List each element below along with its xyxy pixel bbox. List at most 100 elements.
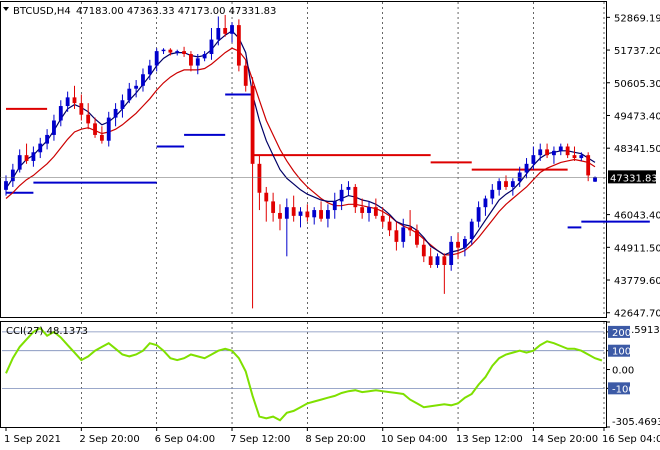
candle-body	[545, 149, 549, 156]
symbol-label: BTCUSD,H4	[13, 6, 71, 17]
current-price-tag-background	[608, 170, 656, 184]
candle-body	[538, 149, 543, 156]
candle-body	[161, 49, 166, 52]
chart-header: BTCUSD,H4 47183.00 47363.33 47173.00 473…	[3, 6, 276, 17]
candle-body	[38, 143, 43, 153]
time-axis-label: 7 Sep 12:00	[230, 434, 290, 445]
current-price-tag: 47331.83	[608, 170, 658, 184]
candle-body	[147, 65, 152, 75]
candle-body	[278, 212, 282, 219]
candle-body	[65, 97, 70, 107]
candle-body	[346, 186, 351, 190]
candle-body	[24, 155, 29, 161]
support-lines	[6, 93, 650, 229]
candle-body	[373, 207, 378, 216]
candle-body	[449, 241, 454, 265]
candle-body	[264, 192, 269, 202]
candle-body	[469, 221, 474, 239]
fast-moving-average-line	[5, 30, 596, 256]
candle-body	[353, 186, 358, 208]
candle-body	[86, 114, 91, 124]
price-axis-label: 46043.40	[614, 211, 660, 222]
cci-axis-label: 0.00	[612, 366, 634, 377]
candle-body	[271, 201, 276, 213]
candle-body	[483, 198, 488, 208]
candle-body	[298, 211, 303, 216]
cci-level-lines	[2, 331, 604, 389]
candle-body	[93, 123, 97, 135]
candle-body	[415, 230, 419, 245]
candle-body	[421, 244, 426, 257]
candle-body	[360, 207, 365, 213]
candle-body	[572, 155, 577, 159]
cci-axis-label: -305.4693	[612, 417, 660, 428]
candlestick-series	[4, 15, 597, 309]
candle-body	[558, 146, 563, 151]
candle-body	[387, 221, 392, 231]
time-axis-label: 6 Sep 04:00	[155, 434, 215, 445]
candle-body	[141, 74, 145, 86]
collapse-triangle-icon[interactable]	[3, 7, 9, 11]
candle-body	[209, 39, 214, 55]
candle-body	[312, 210, 317, 218]
candle-body	[243, 65, 248, 86]
candle-body	[4, 181, 8, 190]
candle-body	[202, 54, 207, 59]
candle-body	[99, 134, 104, 141]
candle-body	[305, 211, 310, 218]
cci-axis-label: 100	[612, 347, 631, 358]
time-axis-label: 2 Sep 20:00	[79, 434, 139, 445]
candle-body	[332, 201, 337, 211]
candle-body	[531, 155, 536, 164]
candle-body	[401, 227, 406, 242]
time-axis-label: 8 Sep 20:00	[305, 434, 365, 445]
cci-title: CCI(27) 48.1373	[6, 326, 88, 337]
candle-body	[497, 181, 502, 190]
candle-body	[106, 117, 111, 141]
candle-body	[113, 108, 118, 118]
price-axis-label: 52869.19	[614, 13, 660, 24]
candle-body	[380, 215, 385, 222]
candle-body	[442, 256, 447, 265]
candle-body	[456, 241, 460, 248]
cci-line	[5, 326, 603, 422]
candle-body	[189, 54, 193, 66]
candle-body	[565, 146, 570, 156]
current-price-tag-label: 47331.83	[610, 173, 658, 184]
candle-body	[257, 163, 262, 193]
candle-body	[524, 163, 529, 173]
candle-body	[31, 152, 36, 161]
time-axis-label: 16 Sep 04:00	[602, 434, 660, 445]
candle-body	[284, 207, 289, 219]
candle-body	[319, 210, 323, 219]
cci-level-tag-background	[608, 344, 630, 357]
candle-body	[428, 256, 433, 265]
price-panel-frame	[0, 1, 607, 318]
candle-body	[182, 51, 186, 55]
cci-level-tag-background	[608, 325, 630, 338]
candle-body	[579, 155, 584, 159]
candle-body	[394, 230, 399, 242]
candle-body	[72, 97, 77, 104]
candle-body	[10, 169, 15, 182]
candle-body	[510, 181, 515, 187]
candle-body	[250, 85, 255, 164]
cci-panel-frame	[0, 321, 607, 428]
cci-level-tag-background	[608, 382, 630, 395]
candle-body	[195, 58, 200, 66]
candle-body	[223, 28, 228, 34]
candle-body	[325, 210, 330, 219]
candle-body	[408, 227, 413, 231]
time-axis-label: 14 Sep 20:00	[531, 434, 598, 445]
candle-body	[58, 106, 63, 121]
candle-body	[230, 25, 234, 34]
price-panel: 52869.19 51737.20 50605.30 49473.40 48341.50…	[0, 1, 660, 320]
candle-body	[216, 28, 221, 40]
candle-body	[79, 103, 84, 115]
price-axis-label: 48341.50	[614, 144, 660, 155]
cci-axis-label: 200	[612, 328, 631, 339]
candle-body	[52, 120, 56, 135]
cci-axis-label: 252.5913	[612, 325, 660, 336]
